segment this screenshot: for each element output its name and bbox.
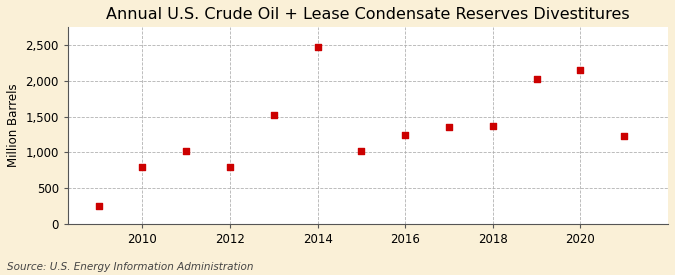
Point — [313, 45, 323, 49]
Point — [400, 132, 410, 137]
Point — [575, 68, 586, 72]
Point — [356, 148, 367, 153]
Point — [181, 148, 192, 153]
Point — [137, 165, 148, 169]
Point — [443, 125, 454, 130]
Point — [93, 204, 104, 208]
Point — [531, 77, 542, 81]
Y-axis label: Million Barrels: Million Barrels — [7, 84, 20, 167]
Point — [487, 123, 498, 128]
Point — [619, 134, 630, 139]
Title: Annual U.S. Crude Oil + Lease Condensate Reserves Divestitures: Annual U.S. Crude Oil + Lease Condensate… — [106, 7, 630, 22]
Point — [269, 113, 279, 117]
Text: Source: U.S. Energy Information Administration: Source: U.S. Energy Information Administ… — [7, 262, 253, 272]
Point — [225, 165, 236, 169]
